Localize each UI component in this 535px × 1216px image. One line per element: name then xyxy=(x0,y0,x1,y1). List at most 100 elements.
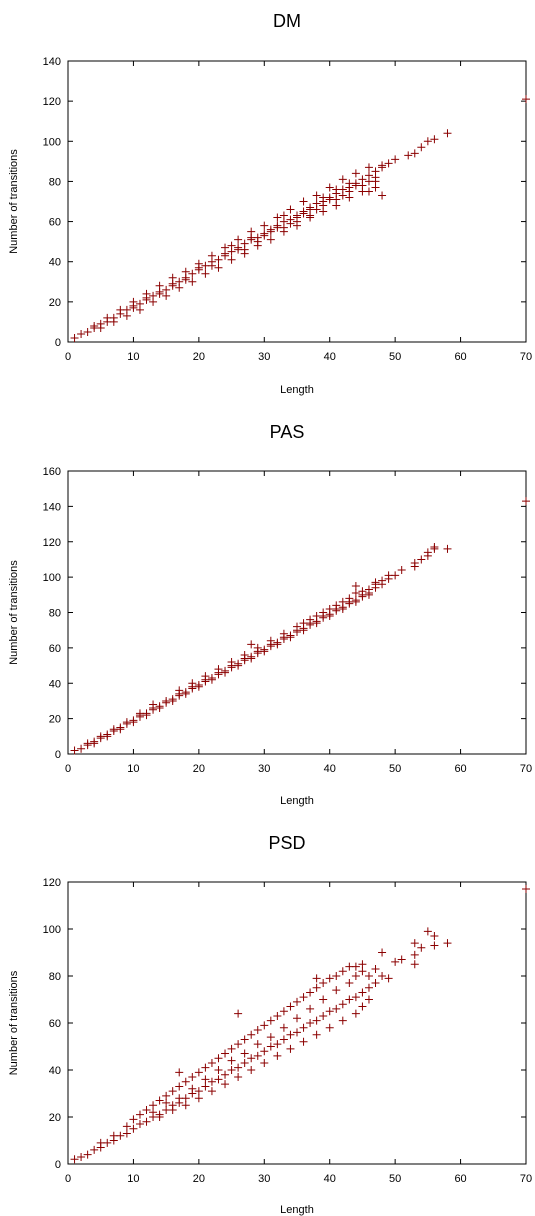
data-point xyxy=(195,1068,203,1076)
data-point xyxy=(326,605,334,613)
data-point xyxy=(273,640,281,648)
data-point xyxy=(326,1024,334,1032)
chart-1: PAS 0 10 20 30 40 50 60 70 0 20 40 60 80 100 120 140 160 L… xyxy=(8,422,532,807)
data-point xyxy=(97,1139,105,1147)
data-point xyxy=(234,1040,242,1048)
data-point xyxy=(267,637,275,645)
data-point xyxy=(430,941,438,949)
data-point xyxy=(430,135,438,143)
data-point xyxy=(208,1087,216,1095)
data-point xyxy=(424,548,432,556)
data-point xyxy=(228,242,236,250)
data-point xyxy=(247,1031,255,1039)
y-tick-label: 140 xyxy=(43,56,61,68)
y-tick-label: 60 xyxy=(49,217,61,229)
data-point xyxy=(339,967,347,975)
x-axis-label: Length xyxy=(280,384,314,396)
data-point xyxy=(136,1111,144,1119)
data-point xyxy=(208,676,216,684)
y-tick-label: 20 xyxy=(49,714,61,726)
data-point xyxy=(182,276,190,284)
data-point xyxy=(221,250,229,258)
data-point xyxy=(188,270,196,278)
data-point xyxy=(365,586,373,594)
data-point xyxy=(136,709,144,717)
data-point xyxy=(267,236,275,244)
data-point xyxy=(188,679,196,687)
scatter-series xyxy=(71,885,530,1163)
data-point xyxy=(169,280,177,288)
data-point xyxy=(149,1101,157,1109)
data-point xyxy=(254,1040,262,1048)
data-point xyxy=(293,1014,301,1022)
data-point xyxy=(417,555,425,563)
data-point xyxy=(293,998,301,1006)
data-point xyxy=(372,965,380,973)
data-point xyxy=(208,1059,216,1067)
data-point xyxy=(378,577,386,585)
data-point xyxy=(365,972,373,980)
data-point xyxy=(234,1010,242,1018)
data-point xyxy=(156,282,164,290)
data-point xyxy=(286,220,294,228)
data-point xyxy=(365,984,373,992)
x-axis-label: Length xyxy=(280,795,314,807)
data-point xyxy=(175,284,183,292)
data-point xyxy=(352,598,360,606)
data-point xyxy=(260,1021,268,1029)
data-point xyxy=(411,951,419,959)
data-point xyxy=(214,264,222,272)
data-point xyxy=(129,304,137,312)
data-point xyxy=(522,95,530,103)
data-point xyxy=(326,183,334,191)
data-point xyxy=(110,1132,118,1140)
x-tick-label: 60 xyxy=(454,1173,466,1185)
data-point xyxy=(358,181,366,189)
x-tick-label: 40 xyxy=(324,763,336,775)
data-point xyxy=(149,700,157,708)
data-point xyxy=(77,745,85,753)
data-point xyxy=(90,322,98,330)
data-point xyxy=(228,1057,236,1065)
data-point xyxy=(306,206,314,214)
data-point xyxy=(188,1073,196,1081)
data-point xyxy=(522,885,530,893)
data-point xyxy=(365,187,373,195)
data-point xyxy=(411,149,419,157)
data-point xyxy=(267,228,275,236)
x-tick-label: 40 xyxy=(324,351,336,363)
data-point xyxy=(313,1031,321,1039)
data-point xyxy=(175,1094,183,1102)
y-axis-label: Number of transitions xyxy=(8,149,20,254)
data-point xyxy=(143,294,151,302)
data-point xyxy=(201,1082,209,1090)
data-point xyxy=(352,582,360,590)
x-tick-label: 20 xyxy=(193,763,205,775)
data-point xyxy=(358,988,366,996)
data-point xyxy=(365,163,373,171)
x-tick-label: 30 xyxy=(258,763,270,775)
data-point xyxy=(339,605,347,613)
data-point xyxy=(129,718,137,726)
data-point xyxy=(129,1115,137,1123)
data-point xyxy=(214,665,222,673)
data-point xyxy=(319,979,327,987)
data-point xyxy=(332,195,340,203)
data-point xyxy=(267,1017,275,1025)
data-point xyxy=(345,179,353,187)
x-tick-label: 50 xyxy=(389,351,401,363)
data-point xyxy=(352,169,360,177)
data-point xyxy=(345,187,353,195)
data-point xyxy=(280,212,288,220)
x-tick-label: 10 xyxy=(127,351,139,363)
data-point xyxy=(260,1059,268,1067)
data-point xyxy=(110,318,118,326)
data-point xyxy=(443,129,451,137)
data-point xyxy=(234,236,242,244)
data-point xyxy=(391,155,399,163)
data-point xyxy=(443,939,451,947)
x-tick-label: 0 xyxy=(65,1173,71,1185)
data-point xyxy=(358,967,366,975)
plot-frame xyxy=(68,882,526,1164)
data-point xyxy=(300,619,308,627)
